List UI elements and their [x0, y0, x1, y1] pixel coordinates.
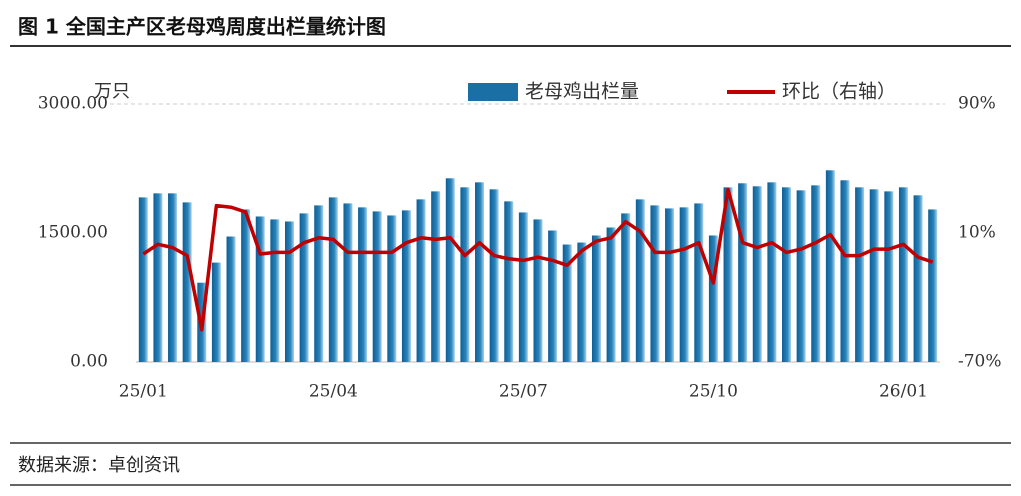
bar — [489, 189, 499, 362]
y2-tick-label: -70% — [958, 352, 1002, 372]
bar — [504, 201, 514, 362]
bar — [255, 216, 265, 362]
bar — [825, 170, 835, 362]
y-tick-label: 3000.00 — [38, 94, 108, 114]
bar — [138, 197, 148, 362]
bar — [460, 187, 470, 362]
bar — [767, 182, 777, 362]
chart-title: 图 1 全国主产区老母鸡周度出栏量统计图 — [18, 15, 386, 39]
bar — [211, 262, 221, 362]
bar — [650, 205, 660, 362]
bar — [226, 236, 236, 362]
bar — [445, 178, 455, 362]
y2-tick-label: 10% — [958, 223, 996, 243]
bar — [182, 202, 192, 362]
bar — [533, 219, 543, 362]
y-unit: 万只 — [94, 81, 130, 102]
bar — [694, 203, 704, 362]
bar — [840, 180, 850, 362]
bar — [665, 208, 675, 362]
bar — [168, 193, 178, 362]
bar — [153, 193, 163, 362]
bar — [548, 230, 558, 362]
bar — [723, 187, 733, 362]
bar — [284, 221, 294, 362]
bar — [621, 213, 631, 362]
y-tick-label: 1500.00 — [38, 223, 108, 243]
bar — [796, 190, 806, 362]
bar — [299, 213, 309, 362]
bar — [314, 205, 324, 362]
bar — [782, 187, 792, 362]
bar — [475, 182, 485, 362]
x-tick-label: 25/10 — [689, 382, 738, 402]
legend-label: 老母鸡出栏量 — [525, 81, 639, 103]
legend-label: 环比（右轴） — [782, 81, 896, 103]
x-tick-label: 25/04 — [309, 382, 358, 402]
bar — [343, 203, 353, 362]
bar — [387, 215, 397, 362]
x-tick-label: 25/07 — [499, 382, 548, 402]
bar — [358, 207, 368, 362]
bar — [679, 207, 689, 362]
bar — [562, 244, 572, 362]
bar — [328, 197, 338, 362]
bar — [416, 199, 426, 362]
x-tick-label: 26/01 — [879, 382, 928, 402]
bar — [431, 191, 441, 362]
bar — [752, 186, 762, 362]
bar — [884, 191, 894, 362]
bar — [241, 209, 251, 362]
bar — [635, 199, 645, 362]
line — [142, 187, 934, 332]
bar — [606, 227, 616, 362]
bar — [591, 235, 601, 362]
bar — [270, 219, 280, 362]
bar — [372, 211, 382, 362]
bar — [869, 189, 879, 362]
bar — [738, 183, 748, 362]
bar — [518, 212, 528, 362]
bar — [913, 195, 923, 362]
bar — [401, 210, 411, 362]
bar — [708, 235, 718, 362]
bar — [577, 242, 587, 362]
x-tick-label: 25/01 — [119, 382, 168, 402]
bar — [928, 209, 938, 362]
bar — [898, 187, 908, 362]
bar — [811, 185, 821, 362]
y-tick-label: 0.00 — [70, 352, 108, 372]
bar — [855, 187, 865, 362]
source: 数据来源：卓创资讯 — [18, 455, 180, 476]
legend-swatch — [468, 83, 518, 101]
y2-tick-label: 90% — [958, 94, 996, 114]
